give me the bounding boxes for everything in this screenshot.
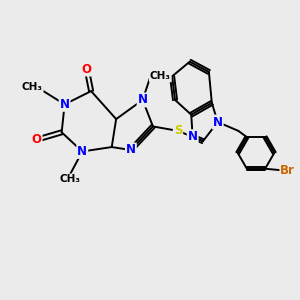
Text: CH₃: CH₃ [60, 174, 81, 184]
Text: O: O [82, 62, 92, 76]
Text: CH₃: CH₃ [150, 71, 171, 81]
Text: N: N [138, 93, 148, 106]
Text: N: N [213, 116, 223, 128]
Text: N: N [126, 143, 136, 157]
Text: S: S [174, 124, 182, 137]
Text: N: N [77, 145, 87, 158]
Text: O: O [32, 133, 42, 146]
Text: Br: Br [280, 164, 295, 177]
Text: N: N [188, 130, 198, 143]
Text: CH₃: CH₃ [22, 82, 43, 92]
Text: N: N [60, 98, 70, 111]
